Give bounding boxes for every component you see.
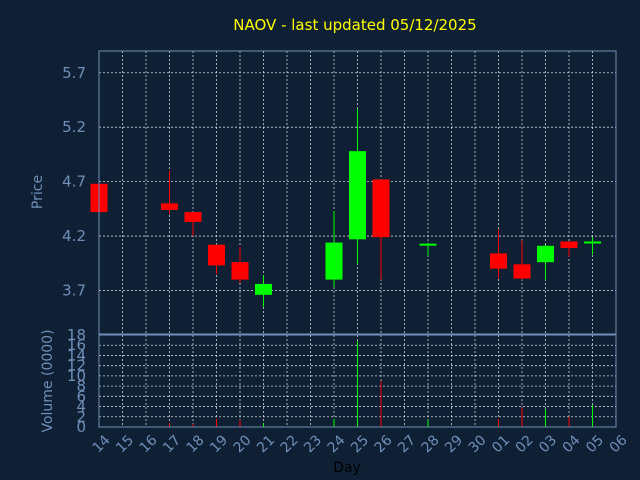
price-panel-frame — [98, 50, 617, 335]
volume-bars — [169, 341, 593, 427]
candle-body — [372, 179, 390, 238]
volume-tick-label: 0 — [76, 418, 86, 436]
candles — [90, 108, 601, 307]
x-axis-label: Day — [333, 460, 361, 476]
volume-tick-label: 14 — [67, 346, 86, 364]
candle-body — [255, 283, 272, 295]
candle-body — [208, 244, 225, 266]
volume-tick-label: 6 — [76, 387, 86, 405]
candle-body — [184, 212, 202, 222]
volume-tick-label: 4 — [76, 398, 86, 416]
volume-panel-frame — [98, 334, 617, 428]
price-axis-label: Price — [30, 175, 46, 209]
price-tick-label: 4.2 — [62, 227, 86, 245]
candle-body — [231, 262, 249, 280]
price-tick-label: 5.7 — [62, 64, 86, 82]
x-tick-labels: 14 15 16 17 18 19 20 21 22 23 24 25 26 27 28 29 30 01 02 03… — [90, 432, 631, 456]
price-tick-label: 3.7 — [62, 281, 86, 299]
chart-title: NAOV - last updated 05/12/2025 — [233, 16, 476, 34]
volume-tick-label: 12 — [67, 357, 86, 375]
volume-tick-label: 18 — [67, 326, 86, 344]
price-tick-label: 5.2 — [62, 118, 86, 136]
volume-tick-label: 2 — [76, 408, 86, 426]
candle-body — [325, 242, 343, 280]
volume-tick-label: 10 — [67, 367, 86, 385]
volume-axis-label: Volume (0000) — [40, 329, 56, 432]
candle-body — [513, 264, 531, 279]
candle-body — [560, 241, 578, 249]
price-grid — [99, 51, 616, 334]
candle-body — [490, 253, 507, 269]
candle-body — [584, 241, 601, 244]
candle-body — [349, 151, 366, 240]
candle-body — [161, 203, 178, 210]
candle-body — [419, 243, 437, 246]
volume-tick-label: 16 — [67, 336, 86, 354]
price-tick-label: 4.7 — [62, 173, 86, 191]
candle-body — [537, 245, 554, 263]
price-tick-labels: 3.7 4.2 4.7 5.2 5.7 — [62, 64, 86, 300]
volume-tick-label: 8 — [76, 377, 86, 395]
